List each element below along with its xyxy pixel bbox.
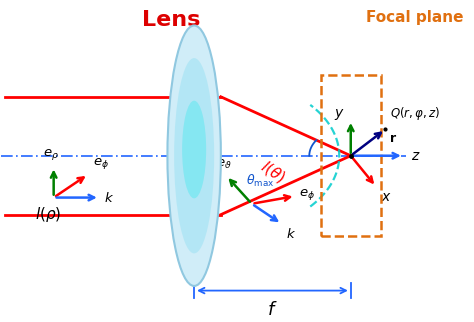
- Ellipse shape: [174, 58, 214, 253]
- Bar: [321, 75, 381, 236]
- Text: $f$: $f$: [267, 301, 278, 319]
- Text: $l(\rho)$: $l(\rho)$: [35, 205, 62, 224]
- Text: $y$: $y$: [334, 107, 345, 122]
- Text: $k$: $k$: [286, 227, 296, 241]
- Text: $e_\phi$: $e_\phi$: [299, 187, 315, 202]
- Text: $\theta_{\rm max}$: $\theta_{\rm max}$: [246, 173, 275, 189]
- Text: $e_\vartheta$: $e_\vartheta$: [216, 158, 232, 171]
- Text: Lens: Lens: [142, 10, 201, 30]
- Text: $e_\phi$: $e_\phi$: [93, 156, 109, 171]
- Text: $Q(r, \varphi, z)$: $Q(r, \varphi, z)$: [390, 105, 440, 122]
- Text: $k$: $k$: [104, 191, 114, 204]
- Text: $e_\rho$: $e_\rho$: [44, 147, 59, 162]
- Ellipse shape: [167, 25, 221, 286]
- Text: $\mathbf{r}$: $\mathbf{r}$: [389, 132, 397, 146]
- Text: $l(\theta)$: $l(\theta)$: [256, 157, 288, 186]
- Text: $z$: $z$: [410, 149, 420, 163]
- Text: $x$: $x$: [381, 190, 392, 204]
- Ellipse shape: [182, 101, 206, 198]
- Text: Focal plane: Focal plane: [366, 10, 464, 25]
